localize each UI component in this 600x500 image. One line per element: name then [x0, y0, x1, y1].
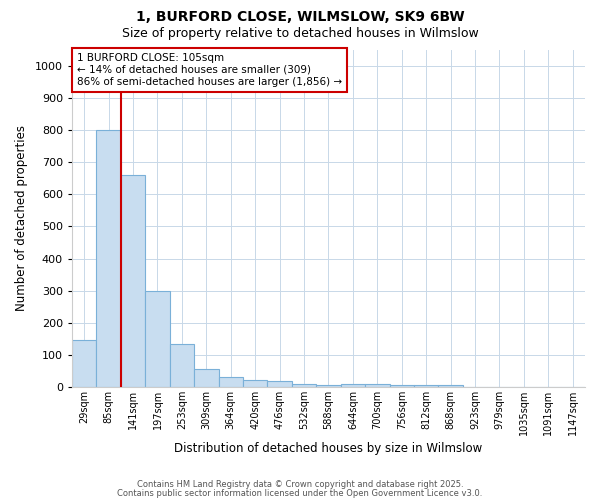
- Bar: [72, 340, 97, 387]
- Bar: [341, 384, 365, 387]
- Y-axis label: Number of detached properties: Number of detached properties: [15, 126, 28, 312]
- Text: Contains public sector information licensed under the Open Government Licence v3: Contains public sector information licen…: [118, 488, 482, 498]
- Bar: [268, 381, 292, 387]
- Bar: [292, 384, 316, 387]
- Bar: [414, 386, 439, 387]
- Bar: [170, 344, 194, 387]
- Bar: [97, 130, 121, 387]
- Bar: [243, 380, 268, 387]
- Bar: [218, 378, 243, 387]
- Text: Contains HM Land Registry data © Crown copyright and database right 2025.: Contains HM Land Registry data © Crown c…: [137, 480, 463, 489]
- Bar: [194, 370, 218, 387]
- Bar: [365, 384, 389, 387]
- Text: 1, BURFORD CLOSE, WILMSLOW, SK9 6BW: 1, BURFORD CLOSE, WILMSLOW, SK9 6BW: [136, 10, 464, 24]
- Bar: [389, 384, 414, 387]
- Bar: [121, 175, 145, 387]
- Text: 1 BURFORD CLOSE: 105sqm
← 14% of detached houses are smaller (309)
86% of semi-d: 1 BURFORD CLOSE: 105sqm ← 14% of detache…: [77, 54, 342, 86]
- Bar: [439, 386, 463, 387]
- Bar: [145, 290, 170, 387]
- Text: Size of property relative to detached houses in Wilmslow: Size of property relative to detached ho…: [122, 28, 478, 40]
- Bar: [316, 386, 341, 387]
- X-axis label: Distribution of detached houses by size in Wilmslow: Distribution of detached houses by size …: [175, 442, 482, 455]
